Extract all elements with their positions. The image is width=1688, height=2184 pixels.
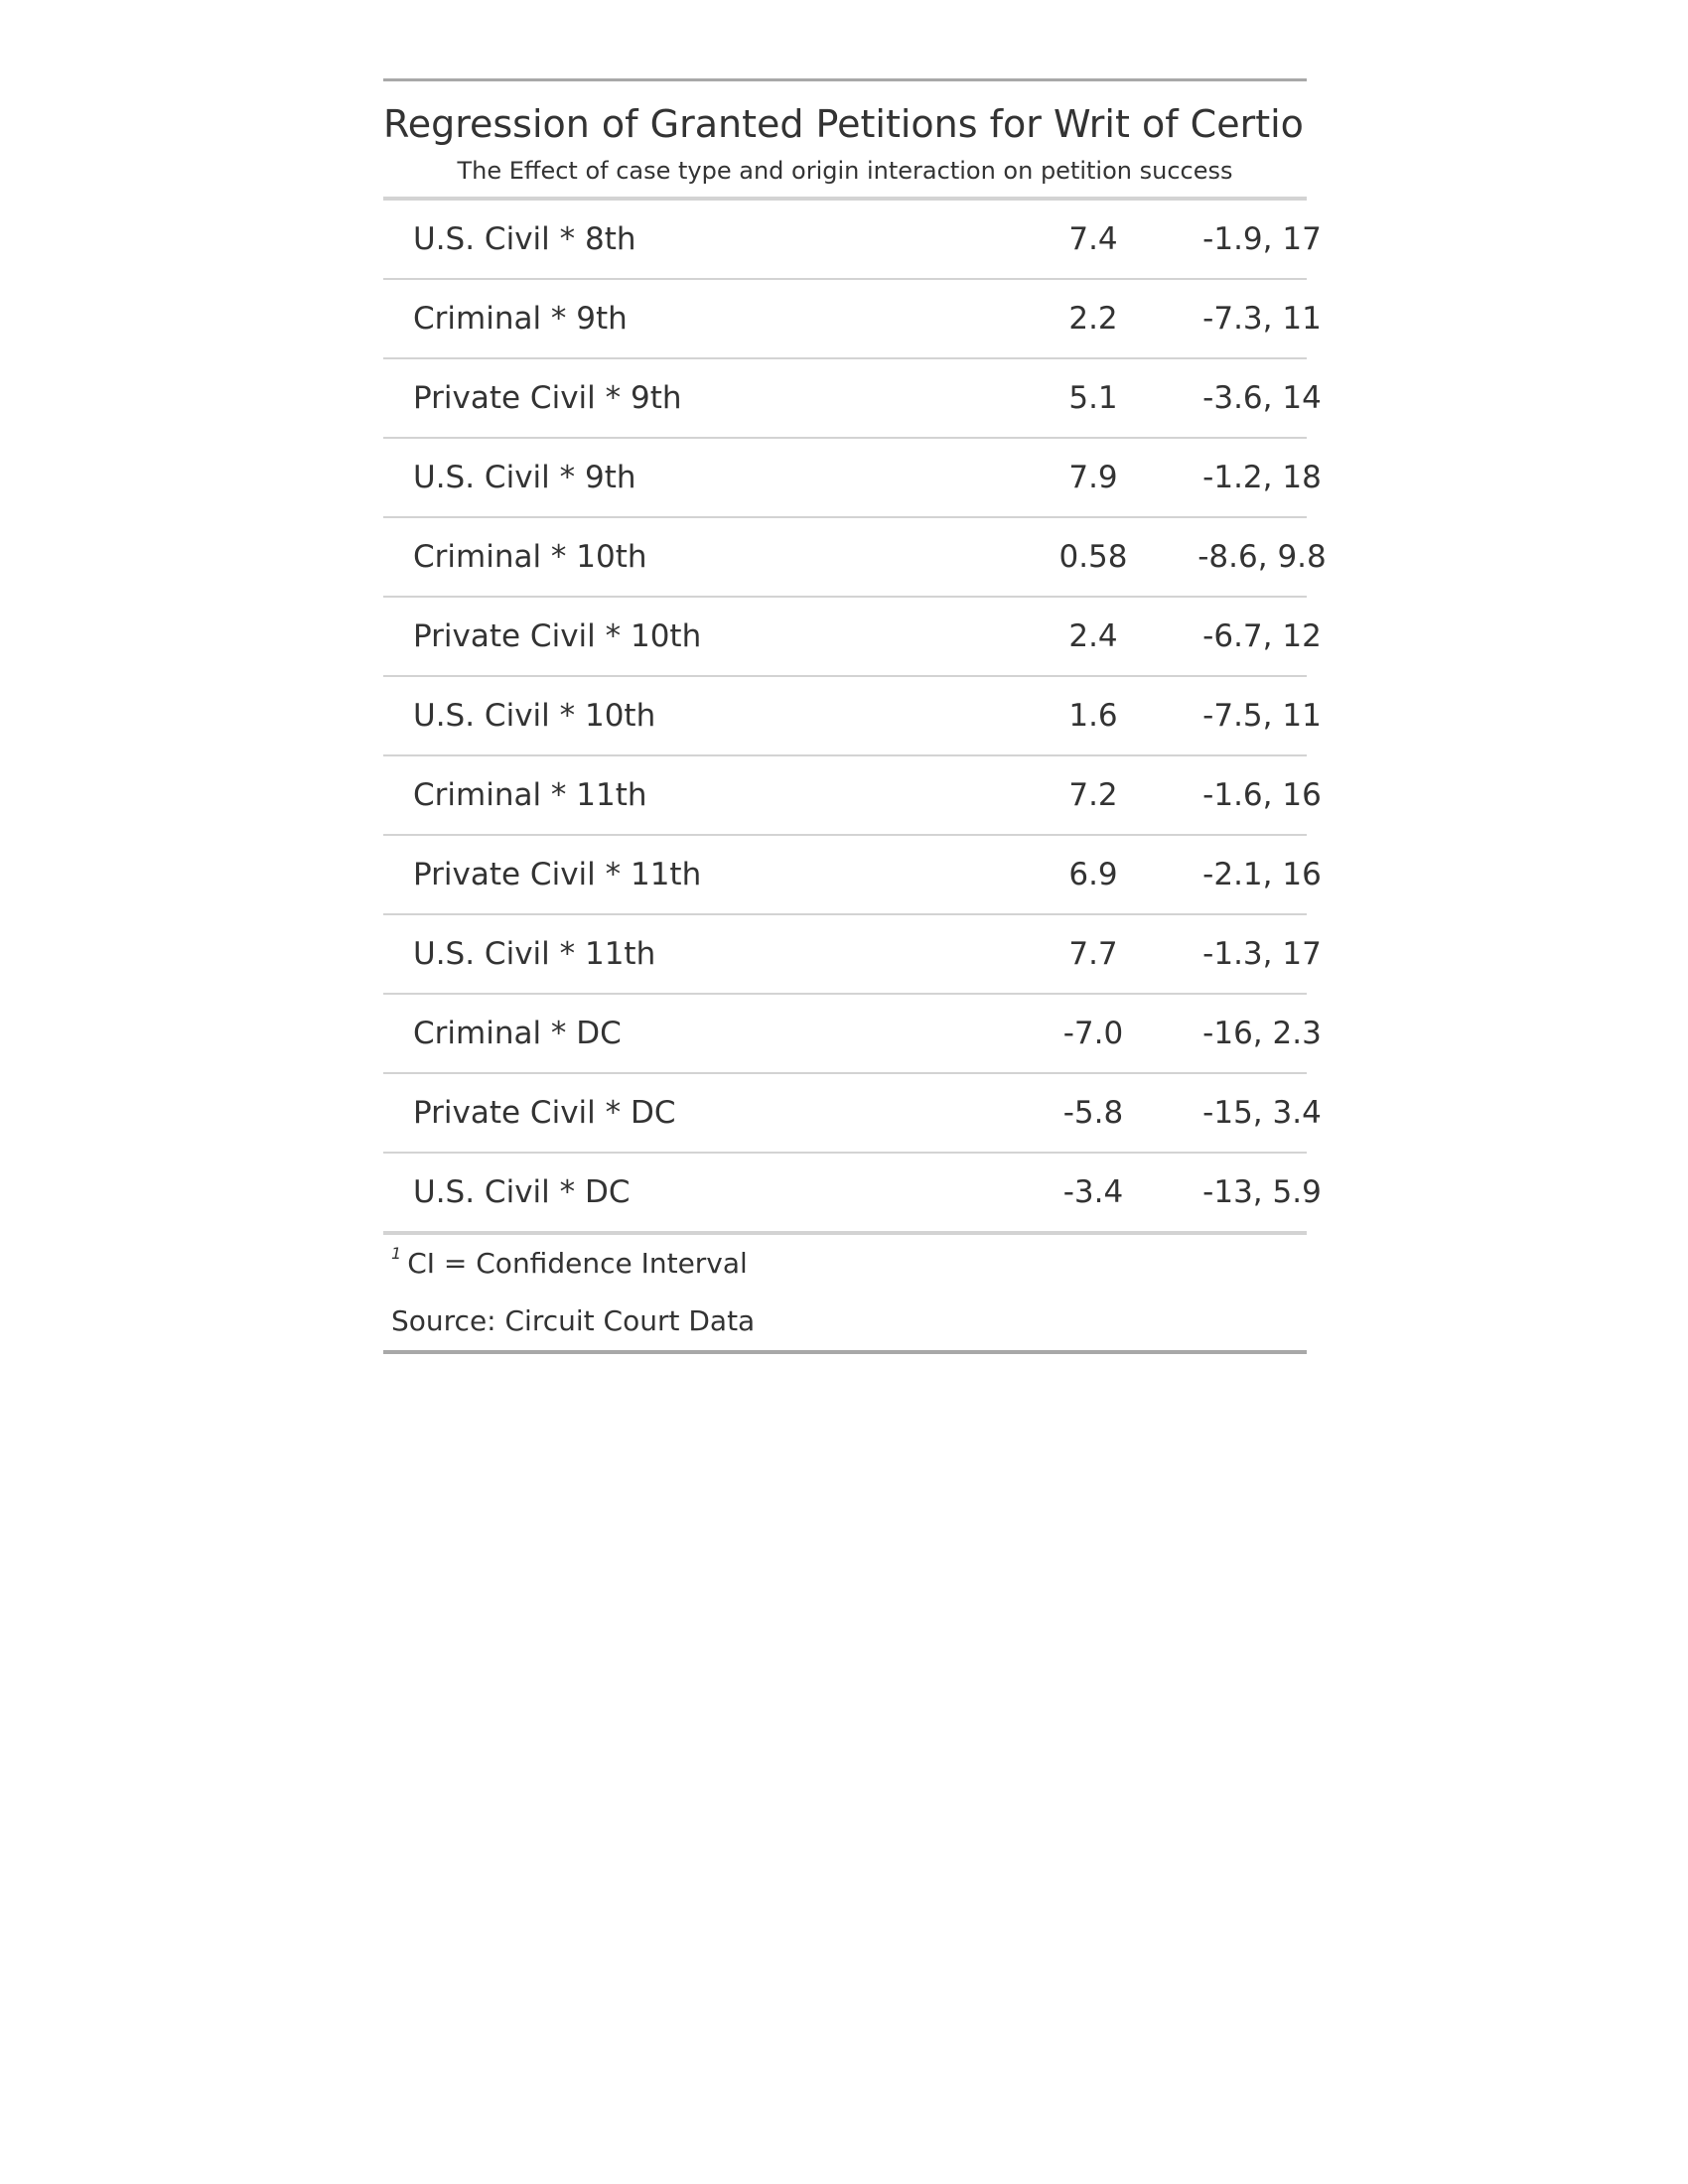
ci-value: -8.6, 9.8 [1197,539,1327,575]
ci-value: -3.6, 14 [1202,380,1322,416]
regression-table: Regression of Granted Petitions for Writ… [383,78,1327,1354]
row-label: U.S. Civil * 8th [413,221,636,257]
ci-value: -1.9, 17 [1202,221,1322,257]
beta-value: 5.1 [1068,380,1118,416]
table-row: Private Civil * 9th 5.1 -3.6, 14 [383,359,1322,439]
beta-value: 6.9 [1068,857,1118,892]
bottom-rule [383,1350,1307,1354]
row-label: Criminal * 9th [413,301,628,337]
ci-value: -1.3, 17 [1202,936,1322,972]
top-rule [383,78,1307,81]
table-row: Private Civil * 11th 6.9 -2.1, 16 [383,836,1322,915]
ci-value: -15, 3.4 [1202,1095,1322,1131]
table-row: Criminal * DC -7.0 -16, 2.3 [383,995,1322,1074]
row-label: Private Civil * 9th [413,380,682,416]
table-body: U.S. Civil * 8th 7.4 -1.9, 17 Criminal * 9t… [383,201,1327,1235]
table-row: U.S. Civil * 10th 1.6 -7.5, 11 [383,677,1322,756]
footnote: 1 CI = Confidence Interval [383,1235,1307,1293]
beta-value: 1.6 [1068,698,1118,734]
ci-value: -6.7, 12 [1202,618,1322,654]
row-label: Criminal * DC [413,1016,622,1051]
table-row: U.S. Civil * 11th 7.7 -1.3, 17 [383,915,1322,995]
table-subtitle: The Effect of case type and origin inter… [457,157,1233,185]
table-row: U.S. Civil * 9th 7.9 -1.2, 18 [383,439,1322,518]
beta-value: 7.4 [1068,221,1118,257]
footnote-marker: 1 [391,1244,402,1263]
table-title: Regression of Granted Petitions for Writ… [383,102,1307,146]
beta-value: 2.4 [1068,618,1118,654]
ci-value: -1.2, 18 [1202,460,1322,495]
row-label: Criminal * 10th [413,539,647,575]
table-row: Private Civil * DC -5.8 -15, 3.4 [383,1074,1322,1154]
row-label: Private Civil * DC [413,1095,676,1131]
row-label: Criminal * 11th [413,777,647,813]
ci-value: -13, 5.9 [1202,1174,1322,1210]
row-label: U.S. Civil * DC [413,1174,631,1210]
source-note: Source: Circuit Court Data [391,1304,756,1337]
ci-value: -7.3, 11 [1202,301,1322,337]
table-row: Criminal * 9th 2.2 -7.3, 11 [383,280,1322,359]
table-row: U.S. Civil * 8th 7.4 -1.9, 17 [383,201,1322,280]
ci-value: -7.5, 11 [1202,698,1322,734]
beta-value: -3.4 [1062,1174,1124,1210]
row-label: U.S. Civil * 9th [413,460,636,495]
row-label: Private Civil * 10th [413,618,702,654]
beta-value: -7.0 [1062,1016,1124,1051]
row-label: U.S. Civil * 11th [413,936,656,972]
row-label: U.S. Civil * 10th [413,698,656,734]
table-row: Criminal * 11th 7.2 -1.6, 16 [383,756,1322,836]
table-row: Criminal * 10th 0.58 -8.6, 9.8 [383,518,1327,598]
beta-value: 7.2 [1068,777,1118,813]
beta-value: 7.7 [1068,936,1118,972]
row-label: Private Civil * 11th [413,857,702,892]
header-rule [383,197,1307,201]
table-row: U.S. Civil * DC -3.4 -13, 5.9 [383,1154,1322,1235]
ci-value: -1.6, 16 [1202,777,1322,813]
table-row: Private Civil * 10th 2.4 -6.7, 12 [383,598,1322,677]
ci-value: -16, 2.3 [1202,1016,1322,1051]
footnote-text: CI = Confidence Interval [407,1247,748,1280]
beta-value: 2.2 [1068,301,1118,337]
beta-value: -5.8 [1062,1095,1124,1131]
beta-value: 0.58 [1058,539,1128,575]
beta-value: 7.9 [1068,460,1118,495]
ci-value: -2.1, 16 [1202,857,1322,892]
